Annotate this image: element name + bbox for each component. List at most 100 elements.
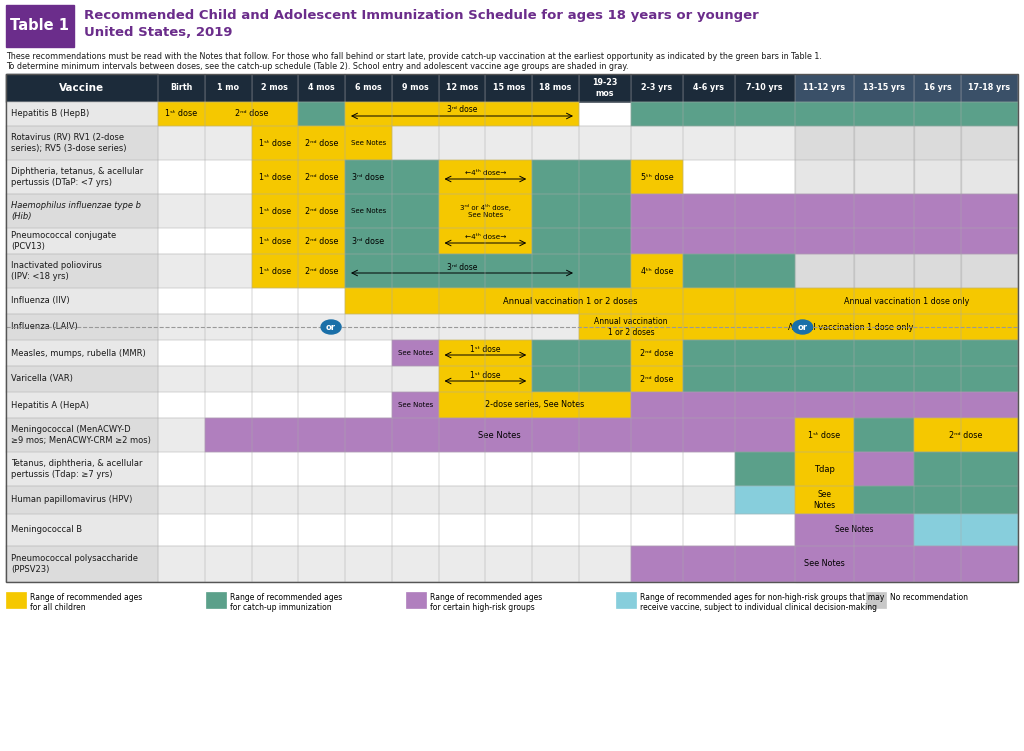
Bar (854, 102, 914, 582)
Bar (795, 102, 854, 126)
Bar (345, 74, 392, 102)
Bar (735, 452, 795, 486)
Bar (579, 340, 631, 366)
Text: Inactivated poliovirus
(IPV: <18 yrs): Inactivated poliovirus (IPV: <18 yrs) (11, 261, 101, 281)
Text: ←4ᵗʰ dose→: ←4ᵗʰ dose→ (465, 170, 506, 176)
Bar (795, 514, 914, 546)
Bar (579, 194, 631, 228)
Bar (345, 102, 579, 126)
Text: Annual vaccination 1 or 2 doses: Annual vaccination 1 or 2 doses (503, 297, 637, 306)
Text: 1ˢᵗ dose: 1ˢᵗ dose (470, 345, 501, 354)
Bar (683, 228, 735, 254)
Bar (252, 160, 298, 194)
Text: See
Notes: See Notes (813, 490, 836, 510)
Bar (6, 228, 158, 254)
Bar (6, 340, 158, 366)
Bar (854, 340, 914, 366)
Bar (392, 160, 438, 194)
Bar (6, 514, 158, 546)
Text: Haemophilus influenzae type b
(Hib): Haemophilus influenzae type b (Hib) (11, 201, 141, 221)
Bar (914, 102, 961, 582)
Text: 3ʳᵈ or 4ᵗʰ dose,
See Notes: 3ʳᵈ or 4ᵗʰ dose, See Notes (460, 204, 511, 218)
Bar (345, 254, 579, 288)
Text: Range of recommended ages
for catch-up immunization: Range of recommended ages for catch-up i… (230, 593, 342, 612)
Text: 13-15 yrs: 13-15 yrs (863, 83, 905, 92)
Bar (854, 194, 914, 228)
Bar (298, 102, 345, 126)
Bar (438, 160, 532, 194)
Bar (854, 418, 914, 452)
Text: 2ⁿᵈ dose: 2ⁿᵈ dose (949, 430, 983, 439)
Bar (345, 288, 795, 314)
Bar (6, 452, 1018, 486)
Text: Diphtheria, tetanus, & acellular
pertussis (DTaP: <7 yrs): Diphtheria, tetanus, & acellular pertuss… (11, 167, 143, 187)
Bar (298, 126, 345, 160)
Bar (961, 102, 1018, 126)
Text: 4-6 yrs: 4-6 yrs (693, 83, 724, 92)
Bar (735, 194, 795, 228)
Text: See Notes: See Notes (351, 208, 386, 214)
Text: 6 mos: 6 mos (355, 83, 382, 92)
Text: See Notes: See Notes (397, 350, 433, 356)
Bar (961, 340, 1018, 366)
Bar (631, 74, 683, 102)
Bar (158, 102, 205, 126)
Text: 4ᵗʰ dose: 4ᵗʰ dose (641, 267, 673, 276)
Bar (854, 366, 914, 392)
Bar (795, 486, 854, 514)
Bar (485, 74, 532, 102)
Bar (914, 102, 961, 126)
Bar (631, 340, 683, 366)
Bar (345, 126, 392, 160)
Text: Range of recommended ages for non-high-risk groups that may
receive vaccine, sub: Range of recommended ages for non-high-r… (640, 593, 885, 612)
Bar (6, 392, 1018, 418)
Bar (252, 228, 298, 254)
Bar (579, 74, 631, 102)
Bar (854, 486, 914, 514)
Bar (6, 288, 158, 314)
Bar (795, 288, 1018, 314)
Bar (6, 126, 158, 160)
Text: Meningococcal B: Meningococcal B (11, 526, 82, 535)
Text: Annual vaccination 1 dose only: Annual vaccination 1 dose only (787, 322, 913, 331)
Bar (6, 126, 1018, 160)
Bar (6, 486, 158, 514)
Text: See Notes: See Notes (478, 430, 521, 439)
Ellipse shape (322, 320, 341, 334)
Bar (735, 102, 795, 126)
Bar (6, 160, 158, 194)
Bar (683, 74, 735, 102)
Bar (298, 74, 345, 102)
Bar (795, 366, 854, 392)
Text: 1ˢᵗ dose: 1ˢᵗ dose (259, 138, 291, 147)
Text: Pneumococcal polysaccharide
(PPSV23): Pneumococcal polysaccharide (PPSV23) (11, 554, 138, 574)
Bar (961, 194, 1018, 228)
Text: 2-3 yrs: 2-3 yrs (641, 83, 673, 92)
Bar (438, 366, 532, 392)
Text: Annual vaccination 1 dose only: Annual vaccination 1 dose only (844, 297, 969, 306)
Text: 2-dose series, See Notes: 2-dose series, See Notes (485, 400, 585, 409)
Bar (631, 228, 683, 254)
Text: Hepatitis A (HepA): Hepatitis A (HepA) (11, 400, 89, 409)
Bar (6, 74, 158, 102)
Bar (961, 228, 1018, 254)
Text: Tdap: Tdap (814, 465, 835, 473)
Text: 3ʳᵈ dose: 3ʳᵈ dose (352, 237, 385, 246)
Text: 2 mos: 2 mos (261, 83, 289, 92)
Bar (392, 194, 438, 228)
Bar (532, 160, 579, 194)
Bar (205, 418, 795, 452)
Text: 3ʳᵈ dose: 3ʳᵈ dose (352, 173, 385, 182)
Text: 15 mos: 15 mos (493, 83, 525, 92)
Bar (6, 102, 158, 126)
Bar (914, 486, 1018, 514)
Bar (795, 340, 854, 366)
Bar (795, 194, 854, 228)
Bar (631, 102, 683, 126)
Bar (961, 102, 1018, 582)
Bar (6, 194, 158, 228)
Bar (914, 452, 1018, 486)
Text: See Notes: See Notes (835, 526, 873, 535)
Bar (6, 314, 1018, 340)
Bar (735, 392, 795, 418)
